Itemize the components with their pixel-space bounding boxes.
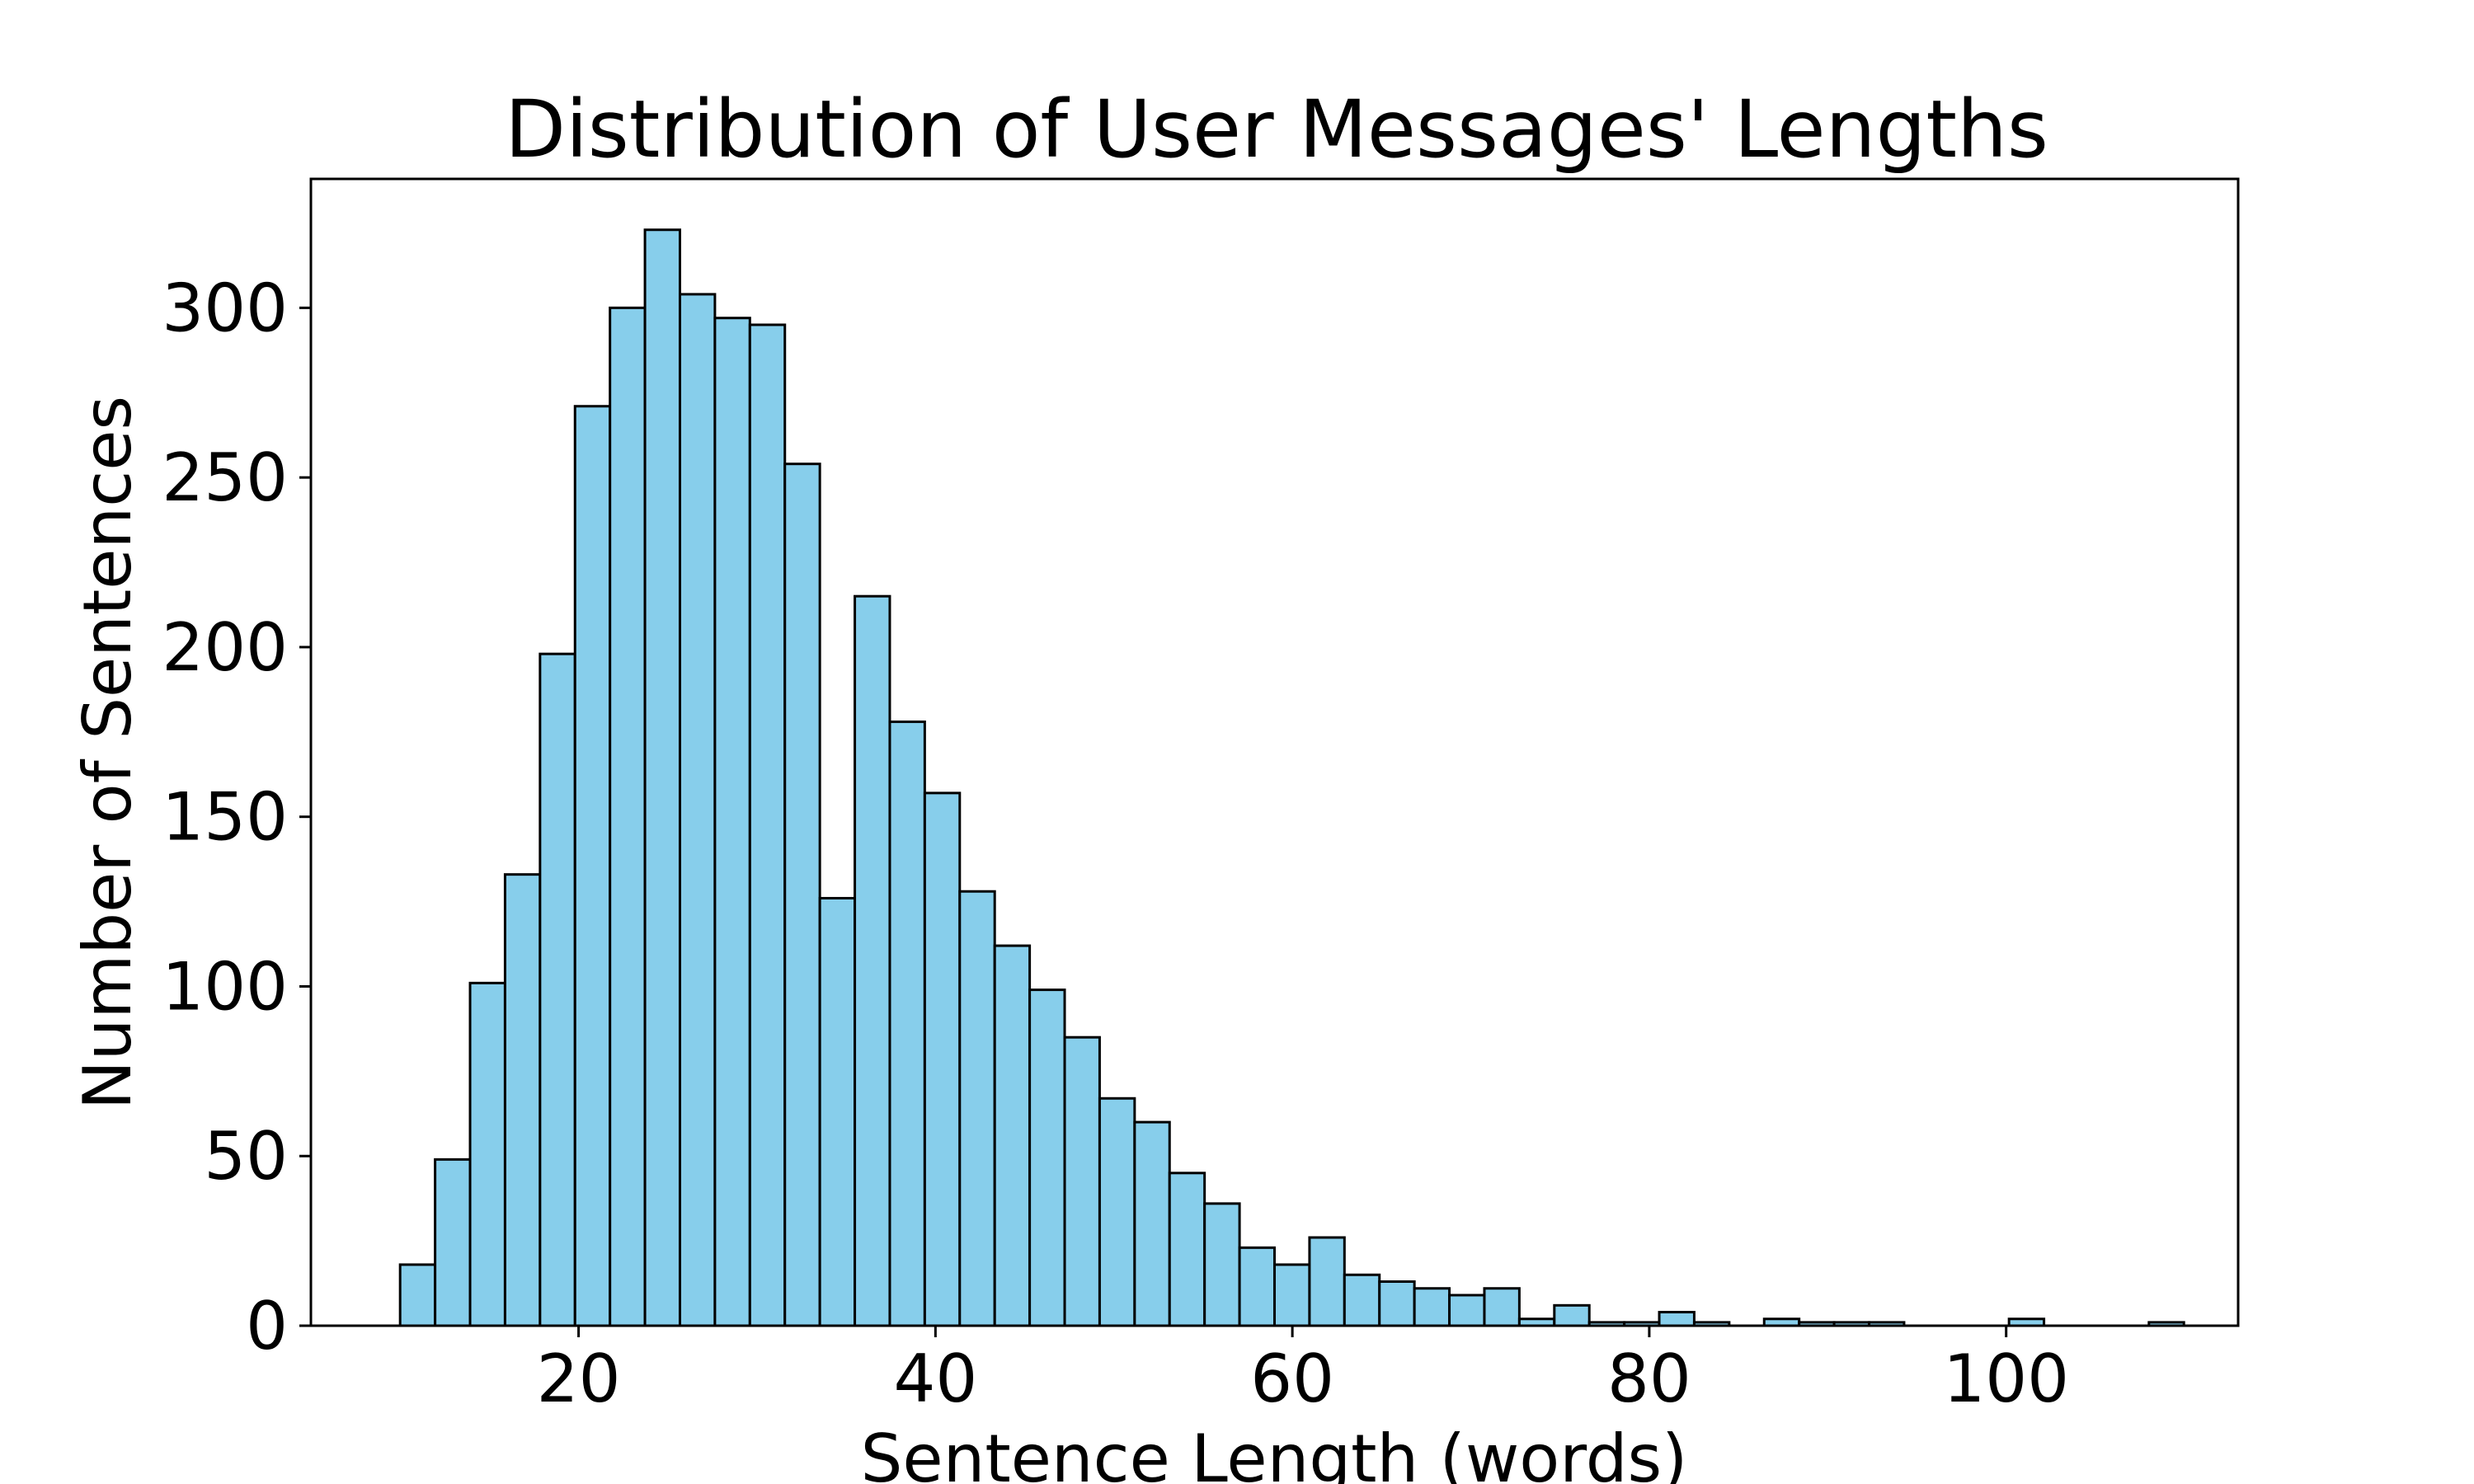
histogram-bar (1063, 1036, 1101, 1327)
histogram-bar (643, 228, 681, 1327)
histogram-bar (958, 890, 996, 1327)
x-tick-label: 60 (1250, 1341, 1334, 1417)
histogram-bar (1658, 1311, 1696, 1327)
histogram-bar (539, 652, 576, 1327)
y-tick-label: 100 (162, 948, 288, 1025)
y-tick-label: 250 (162, 439, 288, 516)
histogram-bar (1343, 1273, 1381, 1327)
histogram-bar (1133, 1120, 1171, 1327)
plot-frame (309, 177, 2240, 1327)
y-tick-label: 300 (162, 270, 288, 346)
histogram-bar (1553, 1303, 1591, 1327)
histogram-bar (888, 720, 926, 1327)
histogram-bar (1238, 1246, 1276, 1327)
y-tick-label: 150 (162, 779, 288, 856)
x-tick-label: 100 (1943, 1341, 2069, 1417)
x-tick-label: 20 (537, 1341, 621, 1417)
histogram-bar (1308, 1236, 1346, 1327)
histogram-bar (503, 873, 542, 1327)
histogram-bar (1028, 989, 1066, 1327)
x-tick-label: 80 (1607, 1341, 1691, 1417)
y-axis-label: Number of Sentences (69, 396, 146, 1110)
histogram-bar (854, 594, 891, 1327)
histogram-bar (609, 306, 647, 1327)
x-tick-label: 40 (893, 1341, 977, 1417)
histogram-bar (573, 405, 612, 1327)
histogram-bar (923, 791, 962, 1327)
histogram-bar (678, 293, 717, 1327)
chart-title: Distribution of User Messages' Lengths (505, 83, 2048, 176)
histogram-bar (1413, 1287, 1451, 1327)
y-tick-label: 0 (246, 1288, 288, 1364)
histogram-bar (398, 1263, 437, 1327)
bars-group (398, 228, 2185, 1327)
histogram-bar (748, 323, 787, 1327)
histogram-bar (1168, 1172, 1206, 1327)
x-axis-label: Sentence Length (words) (861, 1421, 1688, 1484)
histogram-bar (783, 463, 821, 1327)
x-axis-ticks: 20 40 60 80 100 (537, 1326, 2069, 1417)
histogram-bar (434, 1158, 472, 1327)
histogram-bar (1378, 1280, 1416, 1327)
histogram-bar (1483, 1287, 1521, 1327)
histogram-bar (818, 896, 857, 1327)
histogram-bar (468, 981, 506, 1327)
histogram-bar (713, 317, 751, 1327)
histogram-bar (1448, 1294, 1486, 1327)
histogram-bar (1098, 1097, 1136, 1327)
y-tick-label: 200 (162, 609, 288, 686)
y-tick-label: 50 (204, 1118, 288, 1195)
y-axis-ticks: 0 50 100 150 200 250 300 (162, 270, 311, 1364)
histogram-bar (1273, 1263, 1311, 1327)
histogram-bar (1203, 1202, 1241, 1327)
histogram-bar (993, 944, 1032, 1327)
